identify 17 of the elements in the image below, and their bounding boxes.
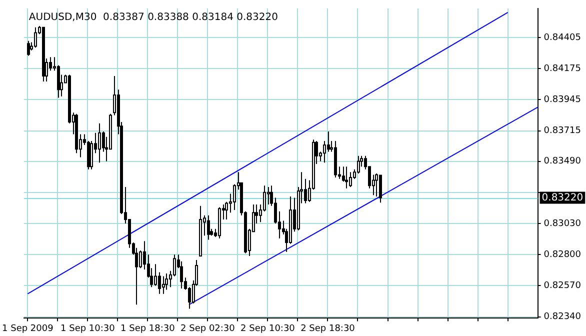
x-tick-label: 1 Sep 2009: [2, 324, 54, 334]
y-tick-label: 0.83030: [544, 218, 582, 229]
x-tick-label: 2 Sep 02:30: [180, 324, 236, 334]
x-tick-label: 2 Sep 10:30: [240, 324, 296, 334]
y-tick-label: 0.82570: [544, 281, 582, 292]
y-tick-label: 0.83490: [544, 156, 582, 167]
y-tick-label: 0.83945: [544, 95, 581, 106]
y-tick-label: 0.82340: [544, 312, 582, 322]
x-tick-label: 1 Sep 10:30: [60, 324, 116, 334]
x-tick-label: 2 Sep 18:30: [300, 324, 356, 334]
chart-title: AUDUSD,M30 0.83387 0.83388 0.83184 0.83220: [28, 12, 278, 23]
y-tick-label: 0.82800: [544, 250, 582, 260]
x-tick-label: 1 Sep 18:30: [120, 324, 176, 334]
y-tick-label: 0.84175: [544, 64, 581, 74]
ref-line-label: 0.83220: [542, 192, 584, 204]
y-tick-label: 0.83715: [544, 126, 581, 136]
y-tick-label: 0.84405: [544, 32, 581, 43]
